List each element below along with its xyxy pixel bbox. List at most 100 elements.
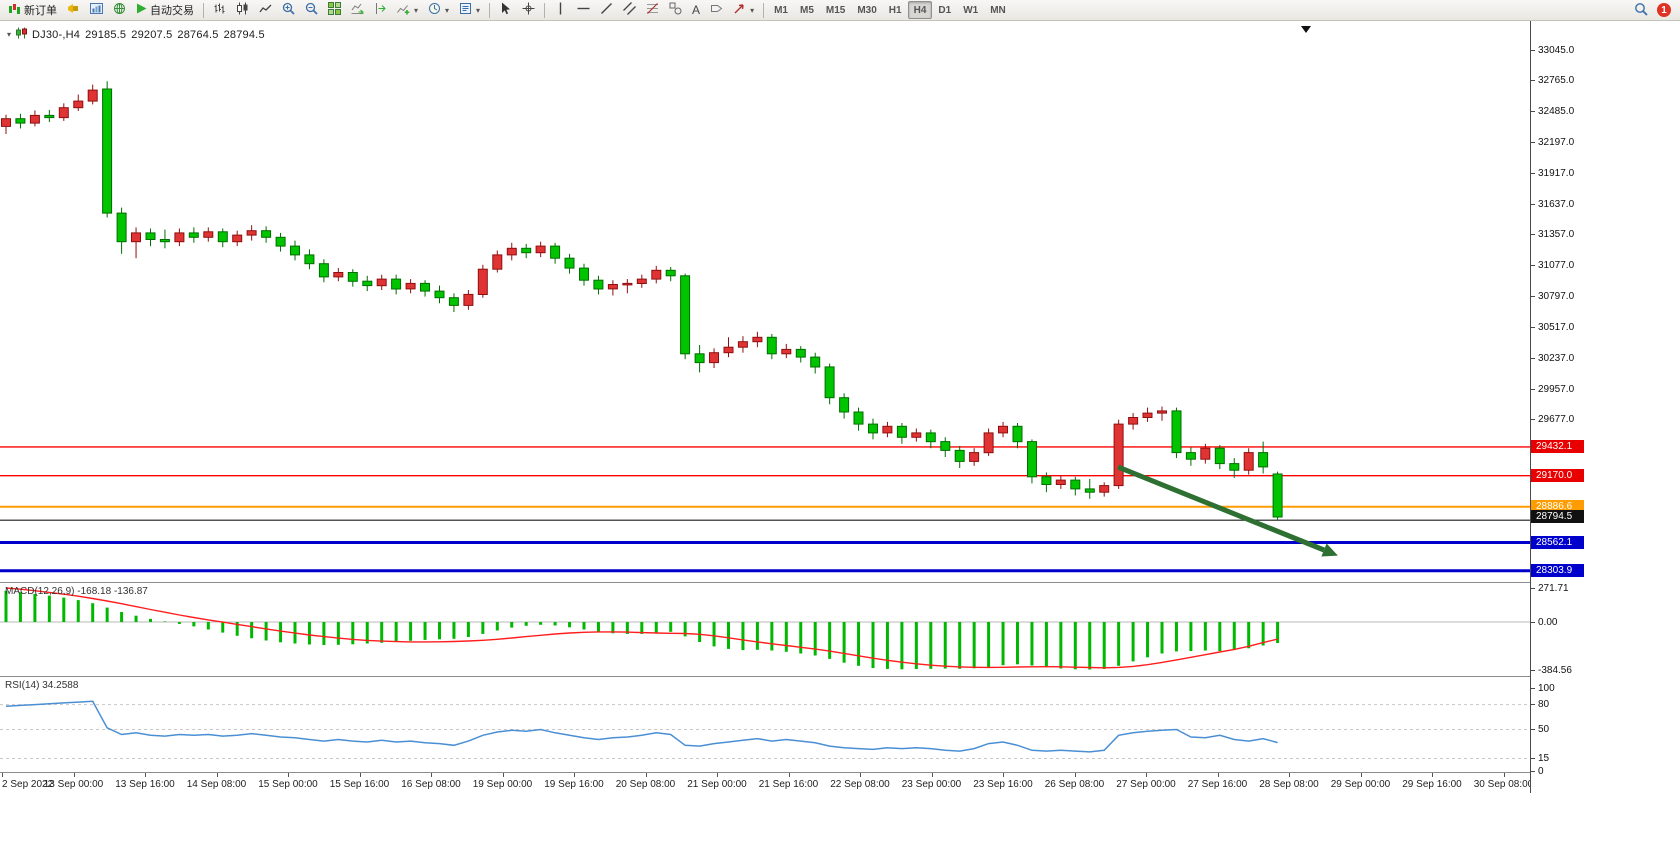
- chevron-down-icon: ▾: [750, 5, 755, 15]
- periods-button[interactable]: ▾: [423, 1, 454, 19]
- auto-trading-button[interactable]: 自动交易: [131, 1, 199, 19]
- candle: [1128, 417, 1139, 425]
- vertical-line-button[interactable]: [549, 1, 572, 19]
- time-label: 19 Sep 16:00: [544, 779, 604, 790]
- globe-icon: [113, 2, 126, 18]
- candle: [1243, 452, 1254, 471]
- macd-panel[interactable]: [0, 583, 1530, 676]
- price-tick: 33045.0: [1531, 45, 1574, 56]
- candle: [477, 268, 488, 295]
- crosshair-button[interactable]: [517, 1, 540, 19]
- candlestick-chart-button[interactable]: [231, 1, 254, 19]
- line-chart-icon: [259, 2, 272, 18]
- time-label: 29 Sep 16:00: [1402, 779, 1462, 790]
- time-tick: [73, 773, 75, 777]
- panel-separator[interactable]: [0, 582, 1680, 583]
- text-tool-button[interactable]: A: [687, 1, 705, 19]
- charts-window-button[interactable]: [85, 1, 108, 19]
- candle: [116, 212, 127, 243]
- time-tick: [1074, 773, 1076, 777]
- price-axis[interactable]: 33045.0 32765.0 32485.0 32197.0 31917.0 31637…: [1530, 21, 1680, 793]
- panel-separator[interactable]: [0, 772, 1680, 773]
- candle: [636, 278, 647, 285]
- macd-tick: 271.71: [1531, 583, 1569, 594]
- timeframe-m1-button[interactable]: M1: [768, 1, 794, 19]
- timeframe-mn-button[interactable]: MN: [984, 1, 1012, 19]
- candle: [391, 278, 402, 290]
- indicators-icon: [397, 2, 410, 18]
- auto-scroll-button[interactable]: [346, 1, 369, 19]
- candle: [593, 279, 604, 290]
- candle: [405, 282, 416, 290]
- search-button[interactable]: [1629, 1, 1653, 19]
- hlines-layer[interactable]: [0, 446, 1530, 573]
- timeframe-m15-button[interactable]: M15: [820, 1, 851, 19]
- metaeditor-button[interactable]: [62, 1, 85, 19]
- candle: [145, 232, 156, 240]
- shift-end-marker-icon[interactable]: [1301, 26, 1311, 33]
- time-tick: [1003, 773, 1004, 777]
- candle: [376, 278, 387, 287]
- tile-windows-button[interactable]: [323, 1, 346, 19]
- candle: [839, 397, 850, 413]
- cursor-button[interactable]: [494, 1, 517, 19]
- panel-separator[interactable]: [0, 676, 1680, 677]
- candle: [723, 346, 734, 354]
- trend-arrow[interactable]: [1117, 464, 1338, 557]
- candle: [188, 232, 199, 238]
- channel-button[interactable]: [618, 1, 641, 19]
- candle: [492, 254, 503, 270]
- chart-shift-icon: [374, 2, 387, 18]
- bar-chart-icon: [213, 2, 226, 18]
- timeframe-h1-button[interactable]: H1: [883, 1, 908, 19]
- price-line-label: 28886.6: [1531, 500, 1584, 514]
- bar-chart-button[interactable]: [208, 1, 231, 19]
- timeframe-m5-button[interactable]: M5: [794, 1, 820, 19]
- arrows-icon: [733, 2, 746, 18]
- timeframe-m30-button[interactable]: M30: [851, 1, 882, 19]
- fibonacci-button[interactable]: [641, 1, 664, 19]
- notification-badge[interactable]: 1: [1657, 3, 1671, 17]
- timeframe-d1-button[interactable]: D1: [932, 1, 957, 19]
- rsi-panel[interactable]: [0, 677, 1530, 772]
- candle: [217, 231, 228, 243]
- ohlc-high: 29207.5: [131, 28, 173, 41]
- rsi-label: RSI(14) 34.2588: [5, 680, 78, 691]
- arrows-tool-button[interactable]: ▾: [728, 1, 759, 19]
- zoom-out-button[interactable]: [300, 1, 323, 19]
- time-label: 23 Sep 16:00: [973, 779, 1033, 790]
- trendline-button[interactable]: [595, 1, 618, 19]
- templates-button[interactable]: ▾: [454, 1, 485, 19]
- chart-shift-button[interactable]: [369, 1, 392, 19]
- line-chart-button[interactable]: [254, 1, 277, 19]
- price-tick: 29957.0: [1531, 384, 1574, 395]
- time-tick: [216, 773, 218, 777]
- shapes-button[interactable]: [664, 1, 687, 19]
- candles-layer: [1, 81, 1283, 521]
- time-label: 21 Sep 16:00: [758, 779, 819, 790]
- zoom-in-button[interactable]: [277, 1, 300, 19]
- candle: [1055, 479, 1066, 486]
- timeframe-w1-button[interactable]: W1: [957, 1, 984, 19]
- candle: [680, 275, 691, 355]
- candle: [651, 269, 662, 280]
- zoom-out-icon: [305, 2, 318, 18]
- candle: [29, 114, 40, 124]
- time-axis[interactable]: 2 Sep 2022 13 Sep 00:00 13 Sep 16:00 14 Sep…: [0, 773, 1533, 795]
- indicators-button[interactable]: ▾: [392, 1, 423, 19]
- macd-label: MACD(12,26,9) -168.18 -136.87: [5, 586, 148, 597]
- candle: [232, 234, 243, 243]
- timeframe-h4-button[interactable]: H4: [907, 1, 933, 19]
- shapes-icon: [669, 2, 682, 18]
- time-tick: [931, 773, 933, 777]
- charts-window-icon: [90, 2, 103, 18]
- macd-signal-value: -136.87: [113, 586, 148, 597]
- community-button[interactable]: [108, 1, 131, 19]
- price-line-label: 29170.0: [1531, 469, 1584, 483]
- chevron-down-icon[interactable]: ▾: [7, 30, 12, 39]
- horizontal-line-button[interactable]: [572, 1, 595, 19]
- rsi-name: RSI(14): [5, 680, 40, 691]
- new-order-button[interactable]: 新订单: [3, 1, 62, 19]
- candlestick-chart[interactable]: [0, 21, 1530, 582]
- label-tool-button[interactable]: [705, 1, 728, 19]
